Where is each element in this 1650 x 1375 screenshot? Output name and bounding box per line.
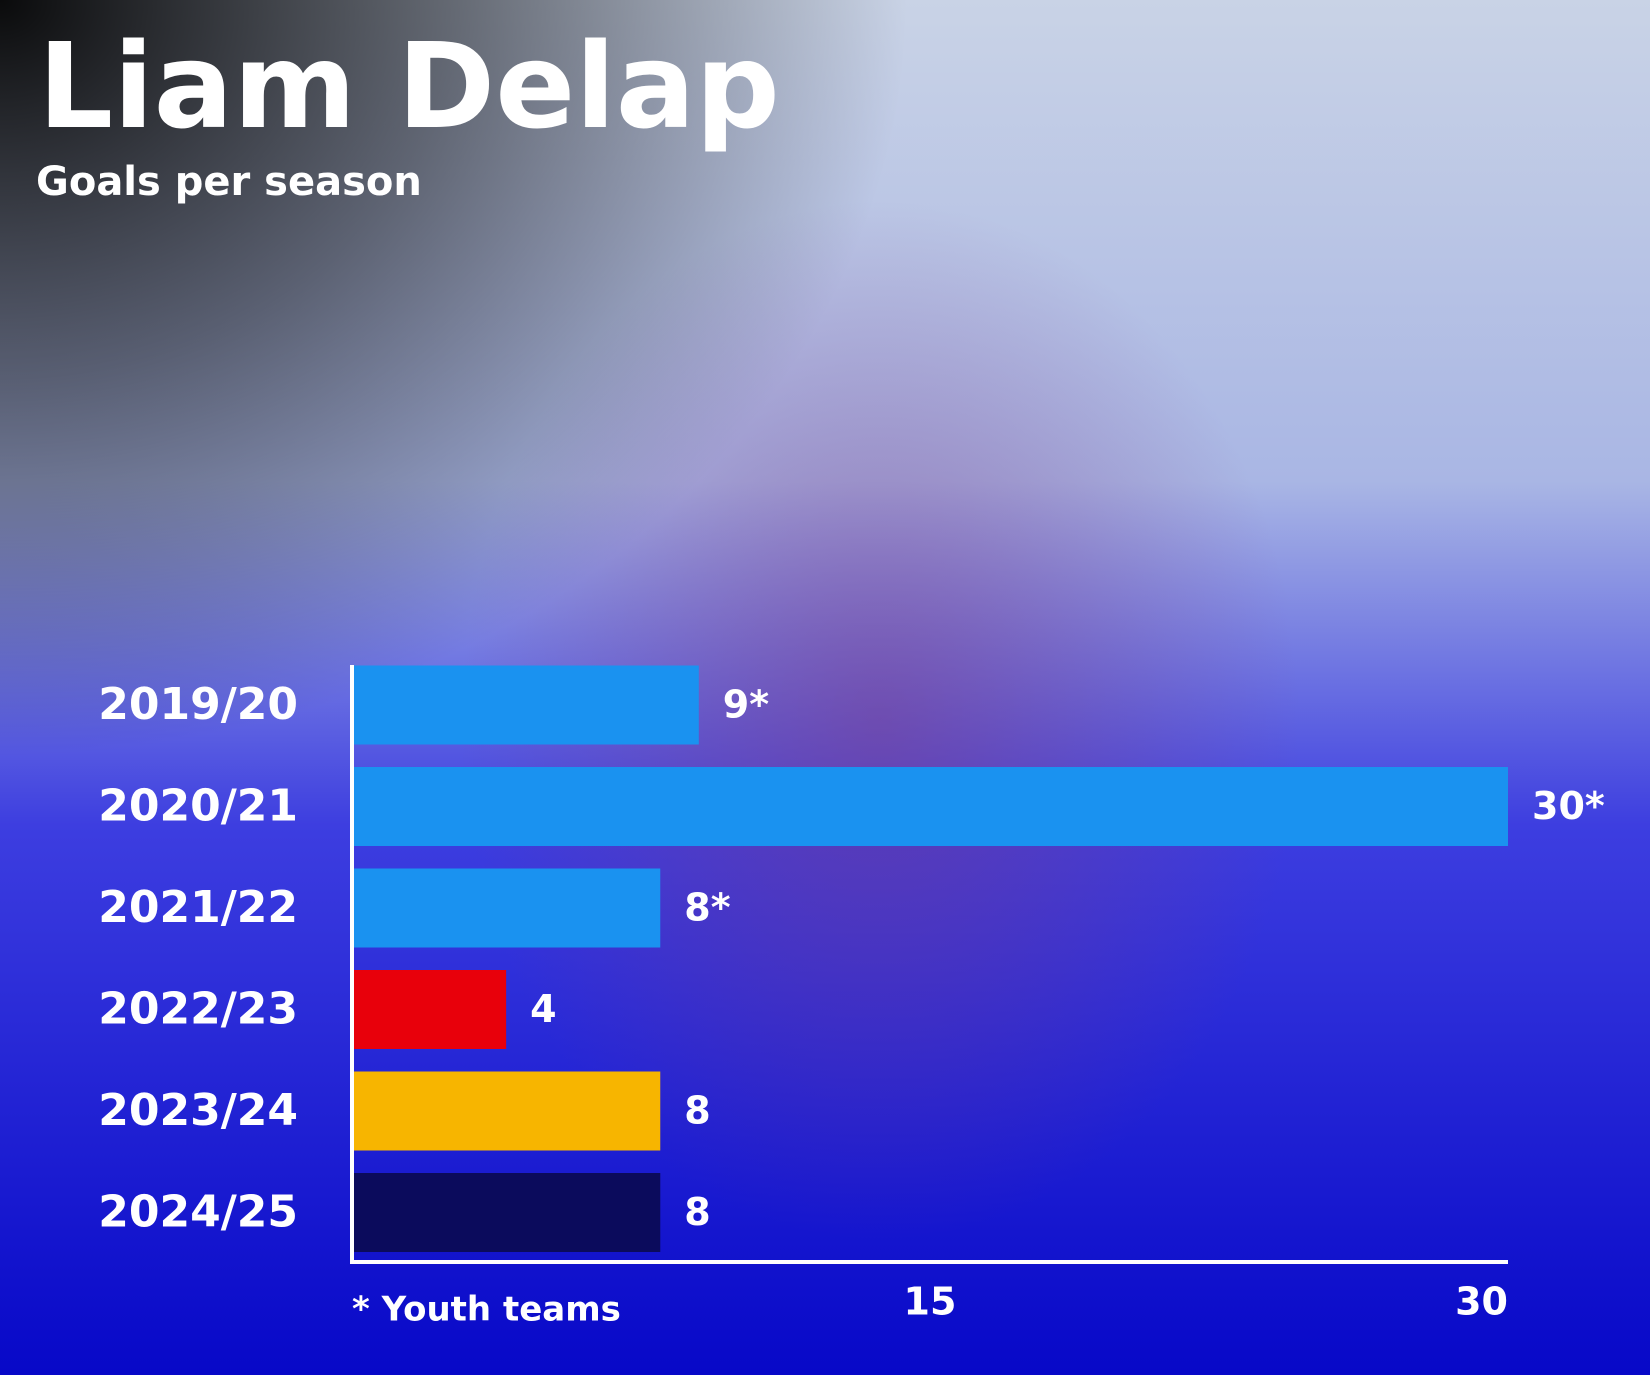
bar [352, 665, 699, 745]
y-tick-label: 2023/24 [98, 1085, 298, 1136]
bar [352, 868, 661, 948]
chart-title: Liam Delap [38, 17, 780, 155]
footnote: * Youth teams [352, 1290, 621, 1330]
y-tick-label: 2021/22 [98, 882, 298, 933]
chart-subtitle: Goals per season [36, 159, 422, 205]
bar [352, 1071, 661, 1151]
y-tick-label: 2024/25 [98, 1187, 298, 1238]
bar [352, 1173, 661, 1252]
player-photo [460, 200, 1300, 1240]
x-tick-label: 15 [904, 1280, 957, 1324]
value-label: 4 [530, 987, 556, 1031]
y-tick-label: 2022/23 [98, 984, 298, 1035]
value-label: 8 [684, 1190, 710, 1234]
value-label: 8* [684, 886, 730, 930]
y-tick-label: 2020/21 [98, 781, 298, 832]
value-label: 30* [1532, 784, 1605, 828]
bar [352, 767, 1508, 846]
x-tick-label: 30 [1455, 1280, 1508, 1324]
value-label: 8 [684, 1089, 710, 1133]
value-label: 9* [723, 683, 769, 727]
bar [352, 970, 507, 1049]
y-tick-label: 2019/20 [98, 679, 298, 730]
